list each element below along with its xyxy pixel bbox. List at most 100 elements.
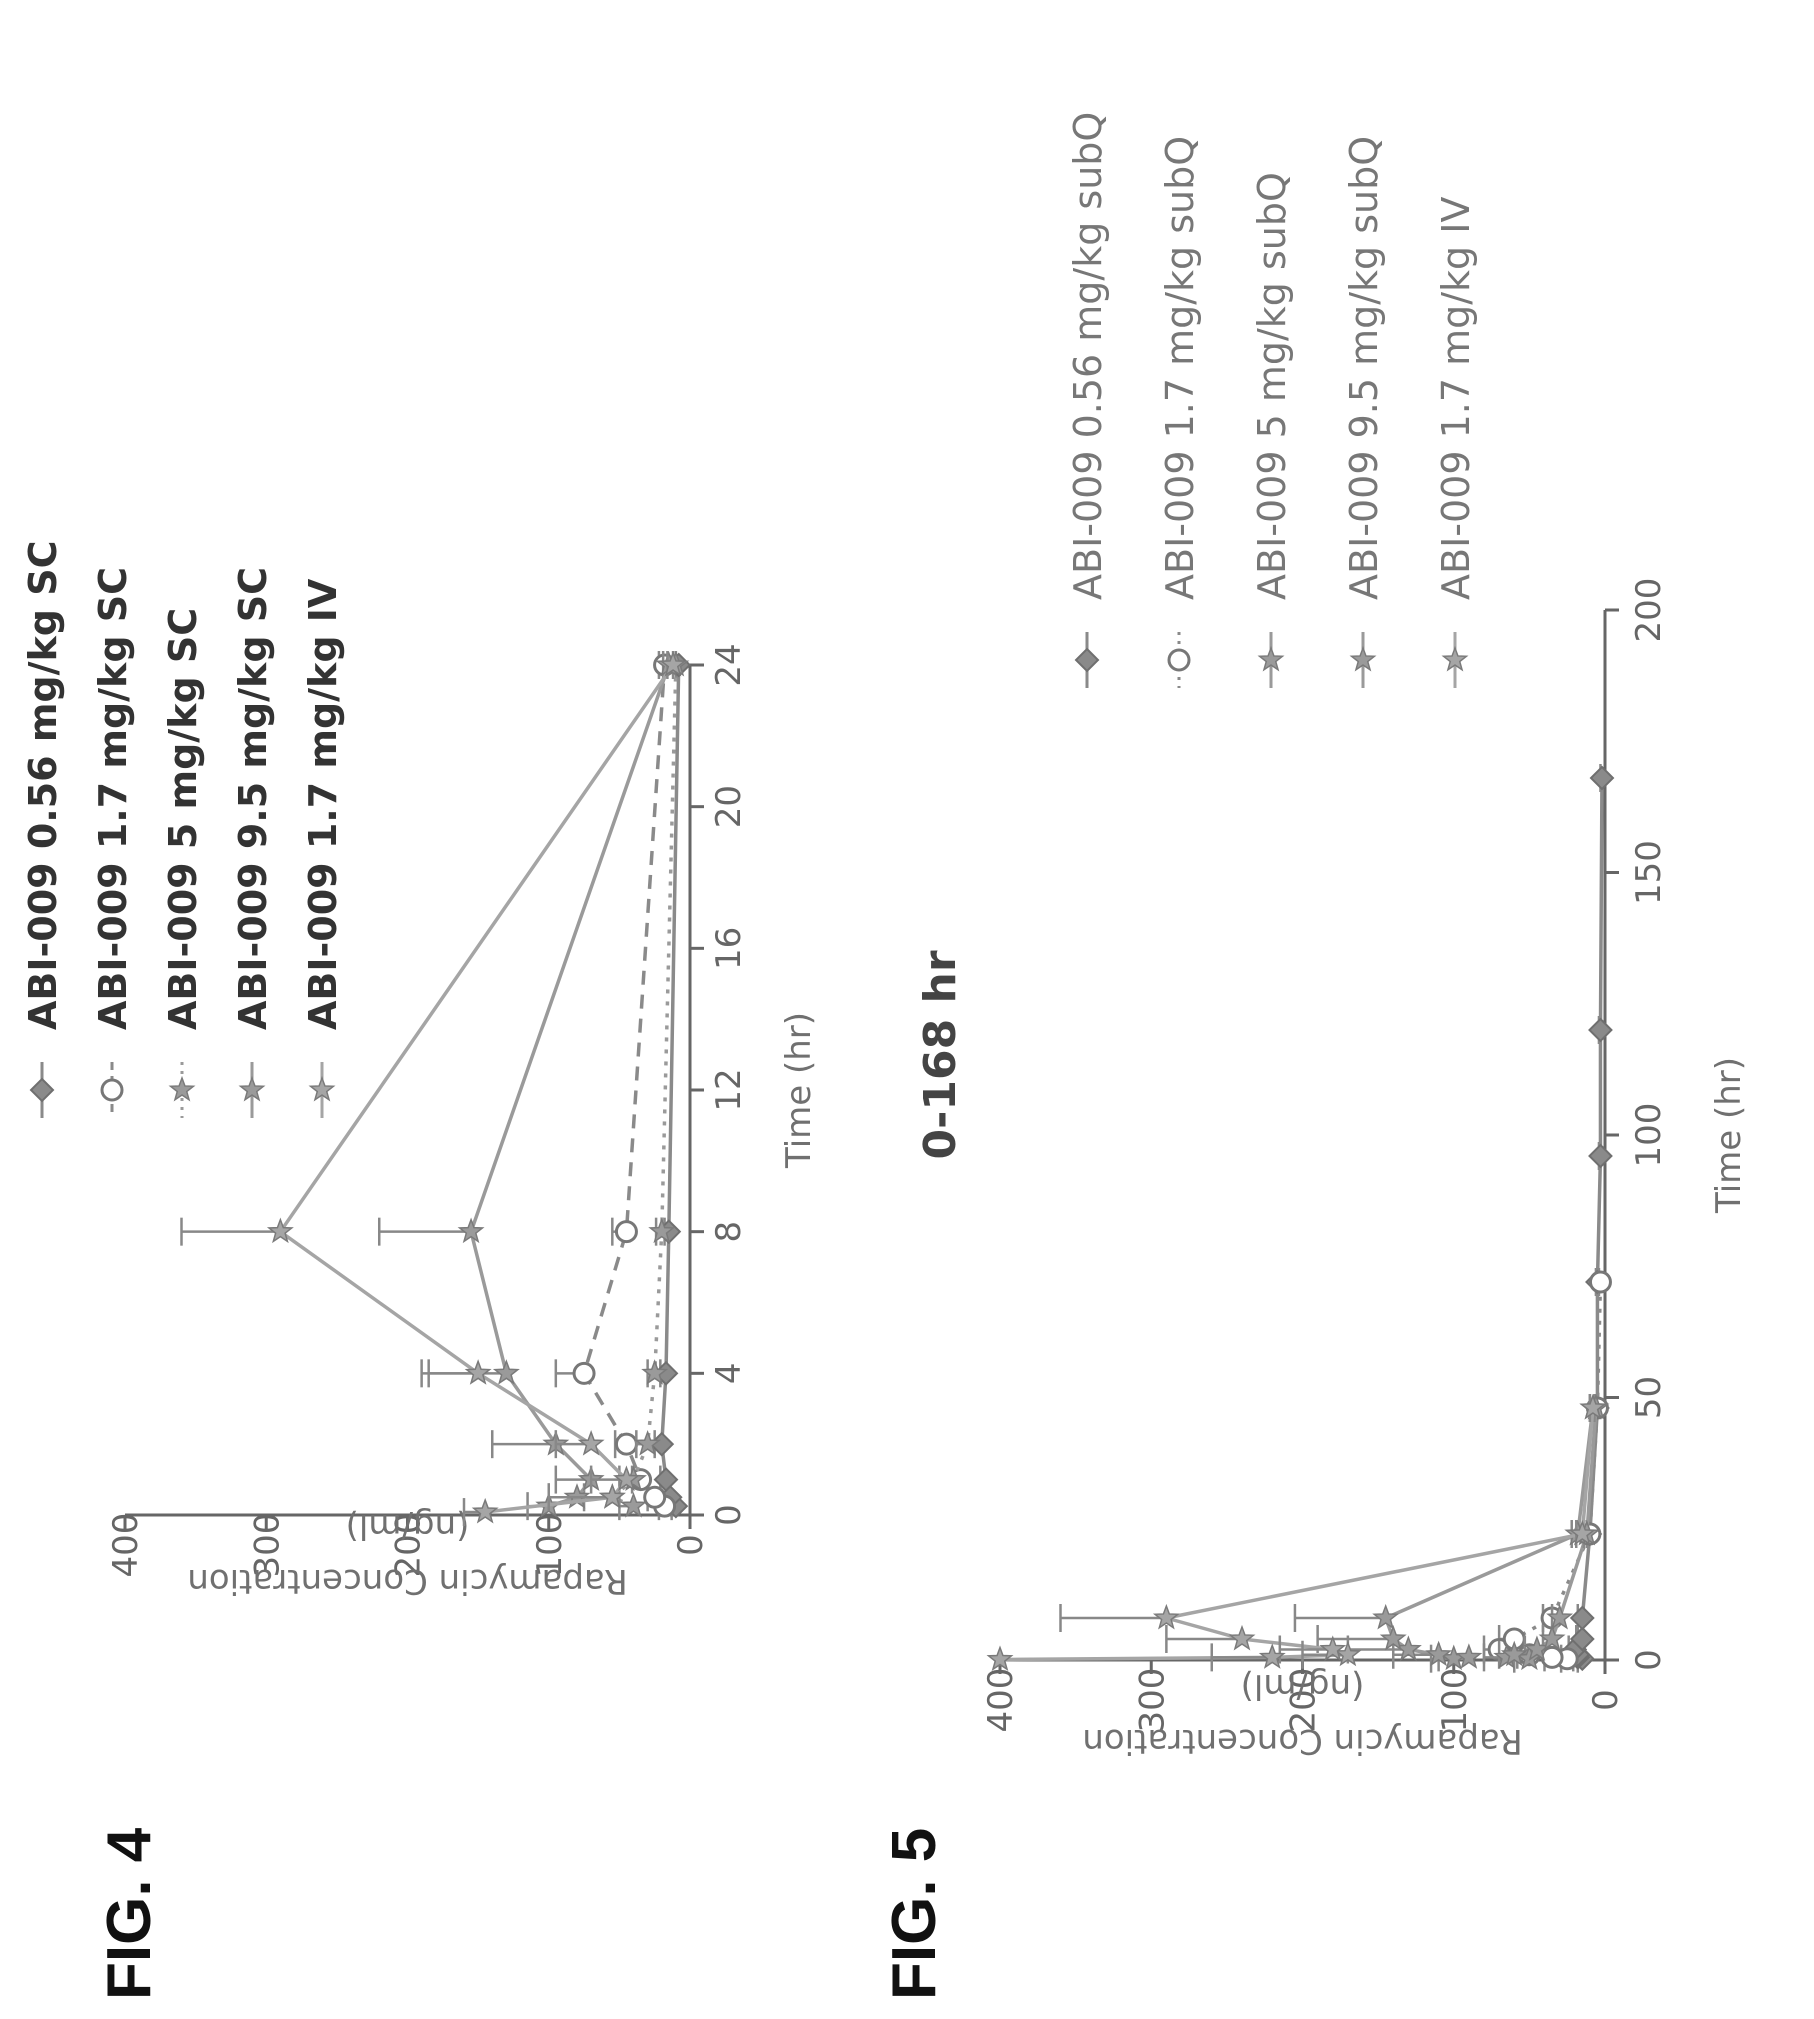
fig4-series-1-point	[572, 1361, 596, 1385]
fig5-y-axis-unit: (ng/ml)	[1241, 1666, 1365, 1706]
fig5-y-tick-label: 400	[981, 1668, 1021, 1733]
fig4-y-tick-label: 400	[106, 1513, 146, 1578]
fig5-legend-marker-0	[1074, 647, 1100, 673]
fig5-legend-marker-2	[1257, 645, 1285, 672]
fig4-series-1-point	[614, 1220, 638, 1244]
fig4-series-2-point	[620, 1491, 647, 1518]
fig4-series-3-point	[457, 1217, 485, 1244]
fig4-legend-label-2: ABI-009 5 mg/kg SC	[161, 608, 205, 1030]
fig5-series-2-point	[1538, 1624, 1566, 1651]
fig5-legend-label-2: ABI-009 5 mg/kg subQ	[1250, 172, 1294, 600]
fig4-chart: 0 4 8 12 16 20 24 0 100 200 300 400 Time (hr) Rapamyc…	[21, 541, 819, 1601]
fig4-y-tick-label: 100	[530, 1513, 570, 1578]
fig5-series-3	[1293, 1393, 1607, 1673]
fig5-legend-entry-1: ABI-009 1.7 mg/kg subQ	[1158, 136, 1202, 688]
fig5-series-3-point	[1455, 1643, 1483, 1669]
fig4-label: FIG. 4	[95, 1827, 164, 2000]
fig5-legend-marker-1	[1167, 648, 1191, 672]
fig5-x-tick-label: 150	[1629, 840, 1669, 905]
fig4-legend-label-0: ABI-009 0.56 mg/kg SC	[21, 541, 65, 1030]
fig4-series-1-point	[643, 1485, 667, 1509]
fig4-x-tick-label: 4	[709, 1363, 749, 1385]
fig5-series-4-line	[999, 1407, 1595, 1662]
fig5-series-3-point	[1372, 1603, 1400, 1630]
fig5-chart: 0 50 100 150 200 0 100 200 300 400 Time (hr) Rapamy…	[981, 112, 1749, 1761]
fig4-y-tick-label: 300	[247, 1513, 287, 1578]
fig4-x-axis-title: Time (hr)	[779, 1012, 819, 1169]
fig4-series-0-point	[653, 1467, 679, 1492]
fig5-series-4	[986, 1393, 1607, 1672]
fig4-series-4-point	[598, 1483, 626, 1509]
fig5-series-1-point	[1588, 1270, 1612, 1294]
fig4-y-axis-unit: (ng/ml)	[346, 1506, 470, 1546]
fig4-series-3-point	[492, 1359, 520, 1385]
fig4-x-tick-label: 20	[709, 785, 749, 828]
fig5-series-4-point	[1334, 1640, 1362, 1667]
fig5-y-axis-title: Rapamycin Concentration	[1082, 1721, 1522, 1761]
fig4-series-1-point	[614, 1432, 638, 1456]
fig5-legend-label-3: ABI-009 9.5 mg/kg subQ	[1342, 136, 1386, 600]
fig5-legend-entry-2: ABI-009 5 mg/kg subQ	[1250, 172, 1294, 688]
fig5-series-4-point	[1152, 1603, 1180, 1630]
fig4-legend-marker-1	[100, 1078, 124, 1102]
fig4-x-tick-label: 16	[709, 927, 749, 970]
fig5-series-4-point	[1258, 1643, 1286, 1669]
fig5-series-1-point	[1540, 1645, 1564, 1669]
fig4-legend-marker-0	[29, 1077, 55, 1103]
fig5-series-2-point	[1500, 1640, 1528, 1667]
fig5-series-0-point	[1588, 1017, 1613, 1043]
fig4-legend-entry-0: ABI-009 0.56 mg/kg SC	[21, 541, 65, 1118]
fig5-x-tick-label: 50	[1629, 1376, 1669, 1419]
fig4-series-4-point	[471, 1497, 499, 1524]
fig5-label: FIG. 5	[880, 1828, 949, 2000]
fig4-legend-entry-4: ABI-009 1.7 mg/kg IV	[301, 578, 345, 1118]
fig4-series-2-point	[634, 1430, 662, 1456]
fig5-legend-label-4: ABI-009 1.7 mg/kg IV	[1434, 197, 1478, 600]
fig5-series-0-point	[1569, 1605, 1595, 1631]
fig4-legend-label-3: ABI-009 9.5 mg/kg SC	[231, 567, 275, 1030]
fig4-x-tick-label: 8	[709, 1221, 749, 1243]
fig4-x-tick-label: 0	[709, 1504, 749, 1526]
fig4-series-4-point	[659, 650, 687, 677]
fig4-y-tick-label: 0	[671, 1534, 711, 1556]
fig5-series-0-point	[1589, 765, 1615, 791]
fig5-legend-marker-3	[1349, 645, 1377, 672]
fig5-legend-label-1: ABI-009 1.7 mg/kg subQ	[1158, 136, 1202, 600]
fig5-series-4-point	[1228, 1624, 1256, 1651]
fig4-y-axis-title: Rapamycin Concentration	[187, 1561, 627, 1601]
fig5-legend-label-0: ABI-009 0.56 mg/kg subQ	[1066, 112, 1110, 600]
fig5-y-tick-label: 100	[1435, 1668, 1475, 1733]
fig4-legend-label-4: ABI-009 1.7 mg/kg IV	[301, 578, 345, 1030]
fig5-series-4-point	[1568, 1519, 1596, 1546]
fig4-series-1	[554, 651, 677, 1521]
fig4-series-2-point	[641, 1359, 669, 1385]
fig4-x-tick-label: 24	[709, 643, 749, 686]
fig4-series-4	[180, 650, 687, 1527]
fig5-series-4-point	[986, 1645, 1014, 1672]
fig5-x-tick-label: 0	[1629, 1649, 1669, 1671]
fig4-legend-marker-4	[308, 1075, 336, 1102]
fig5-series-2-point	[1546, 1603, 1574, 1630]
fig5-series-4-point	[1319, 1635, 1347, 1661]
fig4-legend-marker-3	[238, 1075, 266, 1102]
fig5-legend-entry-4: ABI-009 1.7 mg/kg IV	[1434, 197, 1478, 688]
fig4-legend-entry-2: ABI-009 5 mg/kg SC	[161, 608, 205, 1118]
fig4-legend-marker-2	[168, 1075, 196, 1102]
fig5-x-tick-label: 100	[1629, 1103, 1669, 1168]
fig4-series-2-point	[648, 1217, 676, 1244]
fig5-legend-entry-3: ABI-009 9.5 mg/kg subQ	[1342, 136, 1386, 688]
fig4-legend-entry-3: ABI-009 9.5 mg/kg SC	[231, 567, 275, 1118]
fig4-legend-label-1: ABI-009 1.7 mg/kg SC	[91, 567, 135, 1030]
fig5-legend-marker-4	[1441, 645, 1469, 672]
fig5-series-3-point	[1425, 1640, 1453, 1667]
fig5-series-0-point	[1569, 1626, 1595, 1652]
fig5-y-tick-label: 0	[1586, 1689, 1626, 1711]
fig5-x-axis-title: Time (hr)	[1709, 1057, 1749, 1214]
fig5-series-3-point	[1379, 1624, 1407, 1651]
fig4-x-tick-label: 12	[709, 1068, 749, 1111]
fig5-y-tick-label: 300	[1132, 1668, 1172, 1733]
fig5-x-tick-label: 200	[1629, 578, 1669, 643]
fig4-series-4-point	[266, 1217, 294, 1244]
fig5-series-4-point	[1579, 1393, 1607, 1420]
